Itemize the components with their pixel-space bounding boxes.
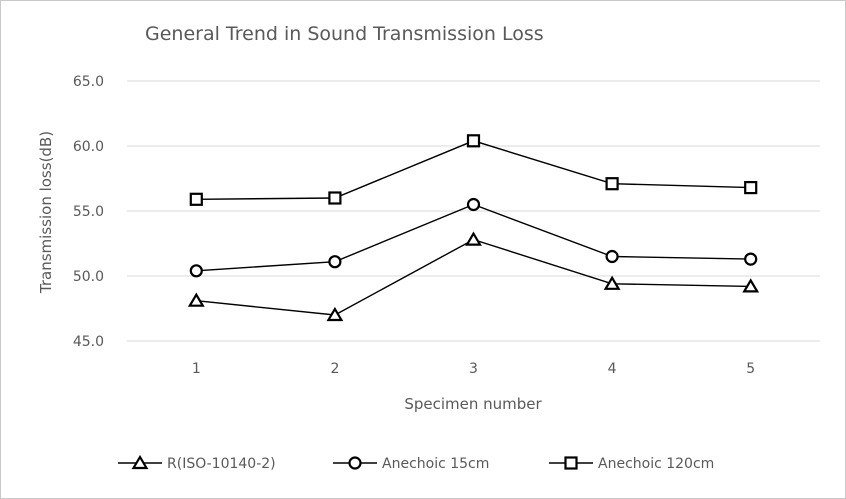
data-point	[187, 292, 205, 307]
y-axis-title: Transmission loss(dB)	[37, 131, 55, 294]
legend-marker	[131, 454, 149, 470]
data-point	[328, 191, 342, 205]
x-tick-label: 5	[746, 361, 755, 377]
series-square	[189, 134, 758, 206]
x-tick-label: 3	[469, 361, 478, 377]
data-point	[603, 275, 621, 290]
legend: R(ISO-10140-2) Anechoic 15cm Anechoic 120c…	[118, 454, 714, 472]
data-point	[742, 278, 760, 293]
data-point	[744, 252, 758, 266]
series-triangle	[187, 231, 760, 322]
x-axis-title: Specimen number	[404, 395, 542, 413]
legend-label: R(ISO-10140-2)	[167, 456, 276, 472]
x-tick-label: 2	[330, 361, 339, 377]
y-tick-label: 65.0	[73, 74, 104, 90]
series-circle	[189, 197, 758, 278]
y-tick-label: 60.0	[73, 139, 104, 155]
data-point	[189, 192, 203, 206]
y-tick-label: 50.0	[73, 269, 104, 285]
data-point	[605, 249, 619, 264]
y-tick-label: 45.0	[73, 334, 104, 350]
data-point	[326, 306, 344, 322]
data-point	[744, 181, 758, 195]
data-point	[605, 177, 619, 191]
series-line	[196, 140, 751, 200]
chart-title: General Trend in Sound Transmission Loss	[145, 23, 544, 45]
x-tick-label: 1	[192, 361, 201, 377]
data-point	[189, 264, 203, 278]
data-point	[466, 134, 481, 148]
data-point	[466, 197, 481, 212]
legend-marker	[348, 456, 362, 470]
legend-label: Anechoic 120cm	[598, 456, 714, 472]
data-point	[328, 255, 342, 269]
x-tick-label: 4	[608, 361, 617, 377]
data-series	[187, 134, 760, 322]
grid-lines	[127, 80, 820, 342]
legend-marker	[564, 456, 578, 470]
data-point	[465, 231, 482, 246]
y-tick-label: 55.0	[73, 204, 104, 220]
y-tick-labels: 45.0 50.0 55.0 60.0 65.0	[73, 74, 104, 350]
series-line	[196, 238, 751, 316]
legend-label: Anechoic 15cm	[382, 456, 489, 472]
x-tick-labels: 1 2 3 4 5	[192, 361, 755, 377]
